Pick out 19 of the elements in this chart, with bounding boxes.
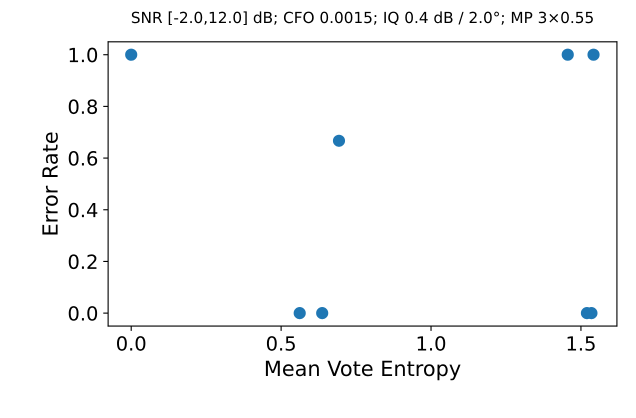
point	[316, 307, 328, 320]
point	[294, 307, 306, 320]
x-tick-label: 0.5	[266, 336, 295, 351]
y-tick-label: 0.8	[68, 99, 98, 114]
point	[562, 48, 574, 61]
x-axis-title: Mean Vote Entropy	[266, 360, 461, 380]
point	[332, 134, 346, 147]
y-tick-label: 0.2	[68, 254, 96, 270]
y-tick-label: 0.4	[68, 202, 98, 218]
x-tick-label: 1.5	[568, 336, 595, 351]
y-axis-title: Error Rate	[42, 132, 58, 234]
x-tick-label: 1.0	[418, 336, 446, 351]
text: SNR [-2.0,12.0] dB; CFO 0.0015; IQ 0.4 dB / 2.0°; MP 3×0.55	[132, 11, 593, 26]
y-tick-label: 0.0	[68, 306, 98, 321]
y-tick-label: 0.6	[68, 151, 98, 166]
x-tick-label: 0.0	[117, 336, 146, 351]
y-tick-label: 1.0	[70, 48, 98, 62]
point	[125, 48, 138, 61]
point	[587, 48, 600, 61]
